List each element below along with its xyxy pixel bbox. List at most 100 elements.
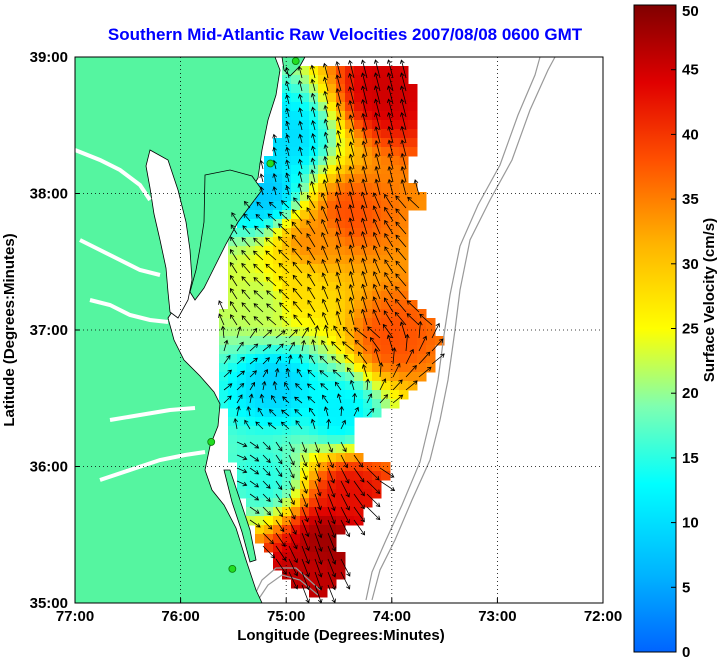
x-tick-label: 72:00 bbox=[584, 608, 622, 625]
velocity-cell bbox=[345, 120, 355, 130]
velocity-cell bbox=[318, 156, 328, 166]
velocity-cell bbox=[309, 183, 319, 193]
current-vector-arrow bbox=[277, 223, 290, 235]
current-vector-arrow bbox=[431, 322, 440, 339]
velocity-cell bbox=[291, 291, 301, 301]
current-vector-arrow bbox=[275, 506, 283, 518]
velocity-cell bbox=[408, 192, 418, 202]
velocity-cell bbox=[318, 183, 328, 193]
current-vector-arrow bbox=[259, 173, 265, 183]
velocity-cell bbox=[399, 165, 409, 175]
velocity-cell bbox=[354, 84, 364, 94]
velocity-cell bbox=[417, 354, 427, 364]
velocity-cell bbox=[372, 174, 382, 184]
current-vector-arrow bbox=[335, 60, 342, 79]
velocity-cell bbox=[372, 255, 382, 265]
current-vector-arrow bbox=[275, 493, 283, 504]
current-vector-arrow bbox=[262, 519, 273, 530]
current-vector-arrow bbox=[327, 493, 336, 512]
velocity-cell bbox=[318, 210, 328, 220]
velocity-cell bbox=[318, 327, 328, 337]
velocity-cell bbox=[291, 183, 301, 193]
velocity-cell bbox=[273, 264, 283, 274]
current-vector-arrow bbox=[322, 167, 329, 183]
velocity-cell bbox=[300, 282, 310, 292]
velocity-cell bbox=[408, 93, 418, 103]
radar-station-marker bbox=[266, 159, 275, 168]
velocity-cell bbox=[300, 138, 310, 148]
velocity-cell bbox=[363, 363, 373, 373]
current-vector-arrow bbox=[236, 467, 248, 474]
velocity-cell bbox=[309, 417, 319, 427]
current-vector-arrow bbox=[321, 231, 329, 248]
velocity-cell bbox=[381, 174, 391, 184]
current-vector-arrow bbox=[244, 419, 251, 430]
velocity-cell bbox=[282, 417, 292, 427]
velocity-cell bbox=[345, 498, 355, 508]
velocity-cell bbox=[273, 219, 283, 229]
velocity-cell bbox=[282, 480, 292, 490]
velocity-cell bbox=[219, 354, 229, 364]
velocity-cell bbox=[390, 345, 400, 355]
current-vector-arrow bbox=[275, 343, 284, 352]
x-tick-label: 74:00 bbox=[373, 608, 411, 625]
velocity-cell bbox=[372, 471, 382, 481]
velocity-cell bbox=[327, 309, 337, 319]
current-vector-arrow bbox=[373, 85, 381, 105]
current-vector-arrow bbox=[326, 418, 331, 430]
velocity-cell bbox=[282, 489, 292, 499]
current-vector-arrow bbox=[348, 153, 355, 170]
velocity-cell bbox=[255, 327, 265, 337]
x-tick-label: 75:00 bbox=[267, 608, 305, 625]
velocity-cell bbox=[327, 471, 337, 481]
current-vector-arrow bbox=[262, 506, 272, 516]
current-vector-arrow bbox=[336, 116, 342, 131]
current-vector-arrow bbox=[361, 231, 368, 248]
velocity-cell bbox=[327, 282, 337, 292]
current-vector-arrow bbox=[372, 283, 381, 300]
velocity-cell bbox=[291, 84, 301, 94]
velocity-cell bbox=[399, 309, 409, 319]
current-vector-arrow bbox=[259, 159, 264, 170]
velocity-cell bbox=[282, 435, 292, 445]
current-vector-arrow bbox=[229, 248, 238, 261]
velocity-cell bbox=[318, 129, 328, 139]
velocity-cell bbox=[273, 435, 283, 445]
velocity-cell bbox=[390, 282, 400, 292]
velocity-cell bbox=[300, 111, 310, 121]
velocity-cell bbox=[417, 192, 427, 202]
velocity-cell bbox=[426, 336, 436, 346]
velocity-cell bbox=[336, 417, 346, 427]
velocity-cell bbox=[246, 462, 256, 472]
velocity-cell bbox=[282, 525, 292, 535]
velocity-cell bbox=[255, 417, 265, 427]
current-vector-arrow bbox=[335, 217, 342, 235]
current-vector-arrow bbox=[400, 111, 407, 131]
velocity-cell bbox=[390, 327, 400, 337]
current-vector-arrow bbox=[348, 86, 355, 105]
current-vector-arrow bbox=[288, 454, 295, 466]
velocity-cell bbox=[354, 174, 364, 184]
current-vector-arrow bbox=[379, 378, 387, 391]
velocity-cell bbox=[363, 102, 373, 112]
current-vector-arrow bbox=[361, 165, 368, 183]
velocity-cell bbox=[237, 471, 247, 481]
velocity-cell bbox=[327, 354, 337, 364]
velocity-cell bbox=[354, 345, 364, 355]
velocity-cell bbox=[291, 246, 301, 256]
velocity-cell bbox=[237, 462, 247, 472]
velocity-cell bbox=[327, 552, 337, 562]
colorbar-label: Surface Velocity (cm/s) bbox=[701, 218, 718, 382]
velocity-cell bbox=[237, 300, 247, 310]
current-vector-arrow bbox=[306, 383, 316, 391]
velocity-cell bbox=[273, 390, 283, 400]
current-vector-arrow bbox=[262, 480, 271, 489]
velocity-cell bbox=[291, 507, 301, 517]
current-vector-arrow bbox=[323, 144, 329, 157]
velocity-cell bbox=[309, 462, 319, 472]
velocity-cell bbox=[363, 84, 373, 94]
velocity-cell bbox=[273, 210, 283, 220]
current-vector-arrow bbox=[297, 170, 303, 183]
velocity-cell bbox=[273, 498, 283, 508]
velocity-cell bbox=[345, 345, 355, 355]
